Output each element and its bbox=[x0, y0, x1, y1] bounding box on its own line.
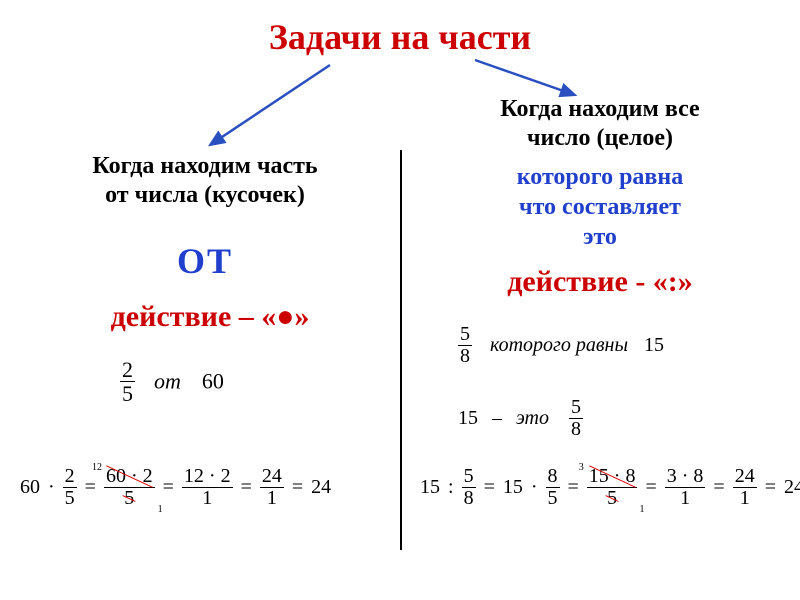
numerator: 12 · 2 bbox=[182, 466, 233, 488]
value: 15 bbox=[644, 334, 664, 356]
result: 24 bbox=[784, 476, 800, 498]
fraction: 24 1 bbox=[260, 466, 284, 509]
right-example-2: 15 – это 5 8 bbox=[458, 397, 583, 440]
numerator: 2 bbox=[120, 358, 135, 382]
right-sub-line3: это bbox=[583, 224, 617, 250]
cancelled-den: 5 bbox=[124, 487, 134, 509]
denominator: 1 bbox=[665, 488, 706, 509]
numerator: 5 bbox=[458, 324, 472, 346]
right-action: действие - «:» bbox=[410, 265, 790, 299]
denominator: 5 bbox=[63, 488, 77, 509]
numerator: 5 bbox=[569, 397, 583, 419]
term: 60 bbox=[20, 476, 40, 498]
left-heading-line1: Когда находим часть bbox=[92, 153, 317, 179]
page-title: Задачи на части bbox=[0, 16, 800, 58]
value: 60 bbox=[202, 369, 224, 394]
left-heading-line2: от числа (кусочек) bbox=[105, 182, 305, 208]
numerator: 8 bbox=[546, 466, 560, 488]
fraction: 2 5 bbox=[120, 358, 135, 405]
right-sub-line2: что составляет bbox=[519, 194, 681, 220]
denominator: 5 bbox=[546, 488, 560, 509]
cancel-superscript: 3 bbox=[579, 462, 584, 473]
fraction: 12 60 · 2 5 1 bbox=[104, 466, 155, 509]
numerator: 24 bbox=[733, 466, 757, 488]
cancelled-num: 60 · 2 bbox=[106, 465, 153, 487]
cancel-superscript: 12 bbox=[92, 462, 102, 473]
fraction: 5 8 bbox=[458, 324, 472, 367]
fraction: 5 8 bbox=[569, 397, 583, 440]
fraction: 3 · 8 1 bbox=[665, 466, 706, 509]
cancelled-den: 5 bbox=[607, 487, 617, 509]
numerator: 15 · 8 bbox=[587, 466, 638, 488]
left-heading: Когда находим часть от числа (кусочек) bbox=[30, 152, 380, 210]
result: 24 bbox=[311, 476, 331, 498]
denominator: 1 bbox=[182, 488, 233, 509]
term: 15 bbox=[420, 476, 440, 498]
right-subheading: которого равна что составляет это bbox=[430, 162, 770, 252]
right-heading-line2: число (целое) bbox=[527, 125, 673, 151]
denominator: 8 bbox=[462, 488, 476, 509]
lead: 15 bbox=[458, 407, 478, 429]
right-example-1: 5 8 которого равны 15 bbox=[458, 324, 664, 367]
fraction: 5 8 bbox=[462, 466, 476, 509]
arrow-left-icon bbox=[200, 60, 340, 160]
fraction: 24 1 bbox=[733, 466, 757, 509]
numerator: 60 · 2 bbox=[104, 466, 155, 488]
term: 15 bbox=[503, 476, 523, 498]
ot-label: от bbox=[154, 369, 181, 394]
denominator: 1 bbox=[733, 488, 757, 509]
fraction: 3 15 · 8 5 1 bbox=[587, 466, 638, 509]
numerator: 2 bbox=[63, 466, 77, 488]
label: которого равны bbox=[490, 334, 628, 356]
numerator: 3 · 8 bbox=[665, 466, 706, 488]
denominator: 5 bbox=[104, 488, 155, 509]
word: это bbox=[516, 407, 549, 429]
dash: – bbox=[492, 407, 502, 429]
fraction: 2 5 bbox=[63, 466, 77, 509]
denominator: 8 bbox=[569, 419, 583, 440]
left-example: 2 5 от 60 bbox=[120, 358, 224, 405]
fraction: 12 · 2 1 bbox=[182, 466, 233, 509]
fraction: 8 5 bbox=[546, 466, 560, 509]
vertical-divider bbox=[400, 150, 402, 550]
left-action: действие – «●» bbox=[30, 300, 390, 334]
cancelled-num: 15 · 8 bbox=[589, 465, 636, 487]
right-sub-line1: которого равна bbox=[517, 164, 683, 190]
numerator: 24 bbox=[260, 466, 284, 488]
denominator: 1 bbox=[260, 488, 284, 509]
numerator: 5 bbox=[462, 466, 476, 488]
cancel-subscript: 1 bbox=[158, 504, 163, 515]
denominator: 8 bbox=[458, 346, 472, 367]
denominator: 5 bbox=[120, 382, 135, 405]
left-equation: 60 · 2 5 = 12 60 · 2 5 1 = 12 · 2 1 = 24… bbox=[20, 466, 331, 509]
left-keyword: от bbox=[30, 240, 380, 282]
right-heading-line1: Когда находим все bbox=[500, 96, 699, 122]
denominator: 5 bbox=[587, 488, 638, 509]
cancel-subscript: 1 bbox=[639, 504, 644, 515]
right-equation: 15 : 5 8 = 15 · 8 5 = 3 15 · 8 5 1 = 3 ·… bbox=[420, 466, 800, 509]
right-heading: Когда находим все число (целое) bbox=[430, 95, 770, 153]
